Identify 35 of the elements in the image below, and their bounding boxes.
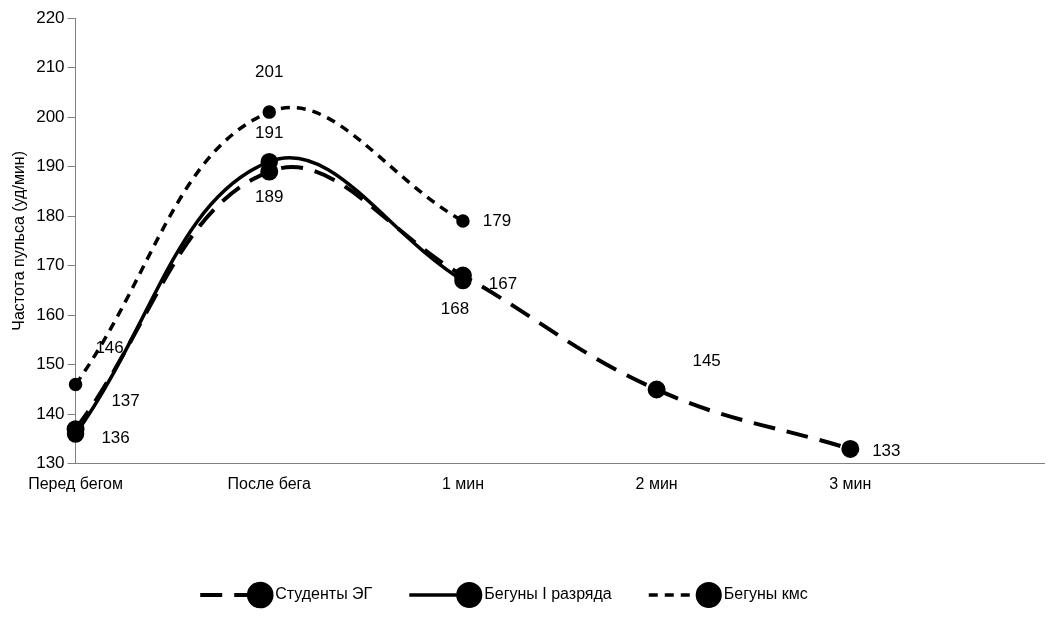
- data-label: 201: [255, 61, 284, 81]
- x-tick-label: 1 мин: [441, 474, 484, 492]
- data-label: 179: [482, 210, 512, 230]
- y-axis-title: Частота пульса (уд/мин): [10, 151, 28, 331]
- x-tick-label: После бега: [227, 474, 312, 492]
- data-label: 146: [95, 338, 124, 358]
- point: [262, 105, 276, 119]
- y-tick-label: 220: [36, 7, 65, 27]
- x-tick-label: Перед бегом: [28, 474, 124, 492]
- y-tick-label: 160: [36, 304, 65, 324]
- legend-label: Бегуны I разряда: [484, 585, 612, 603]
- x-tick-label: 2 мин: [635, 474, 678, 492]
- point: [841, 439, 860, 458]
- data-label: 136: [101, 427, 130, 447]
- data-label: 133: [872, 440, 901, 460]
- y-tick-label: 130: [36, 453, 65, 473]
- data-label: 145: [692, 351, 721, 371]
- legend-label: Бегуны кмс: [723, 585, 808, 603]
- data-label: 167: [488, 274, 518, 294]
- y-tick-label: 170: [36, 255, 65, 275]
- legend-label: Студенты ЭГ: [275, 585, 373, 603]
- data-label: 168: [440, 299, 470, 319]
- data-label: 189: [255, 187, 284, 207]
- point: [456, 214, 470, 228]
- point: [647, 380, 666, 399]
- y-tick-label: 140: [36, 403, 65, 423]
- y-tick-label: 200: [36, 106, 65, 126]
- point: [68, 377, 83, 392]
- y-tick-label: 190: [36, 156, 65, 176]
- y-tick-label: 150: [36, 354, 65, 374]
- y-tick-label: 180: [36, 205, 65, 225]
- data-label: 191: [255, 123, 284, 143]
- data-label: 137: [111, 390, 140, 410]
- y-tick-label: 210: [36, 57, 65, 77]
- x-tick-label: 3 мин: [829, 474, 872, 492]
